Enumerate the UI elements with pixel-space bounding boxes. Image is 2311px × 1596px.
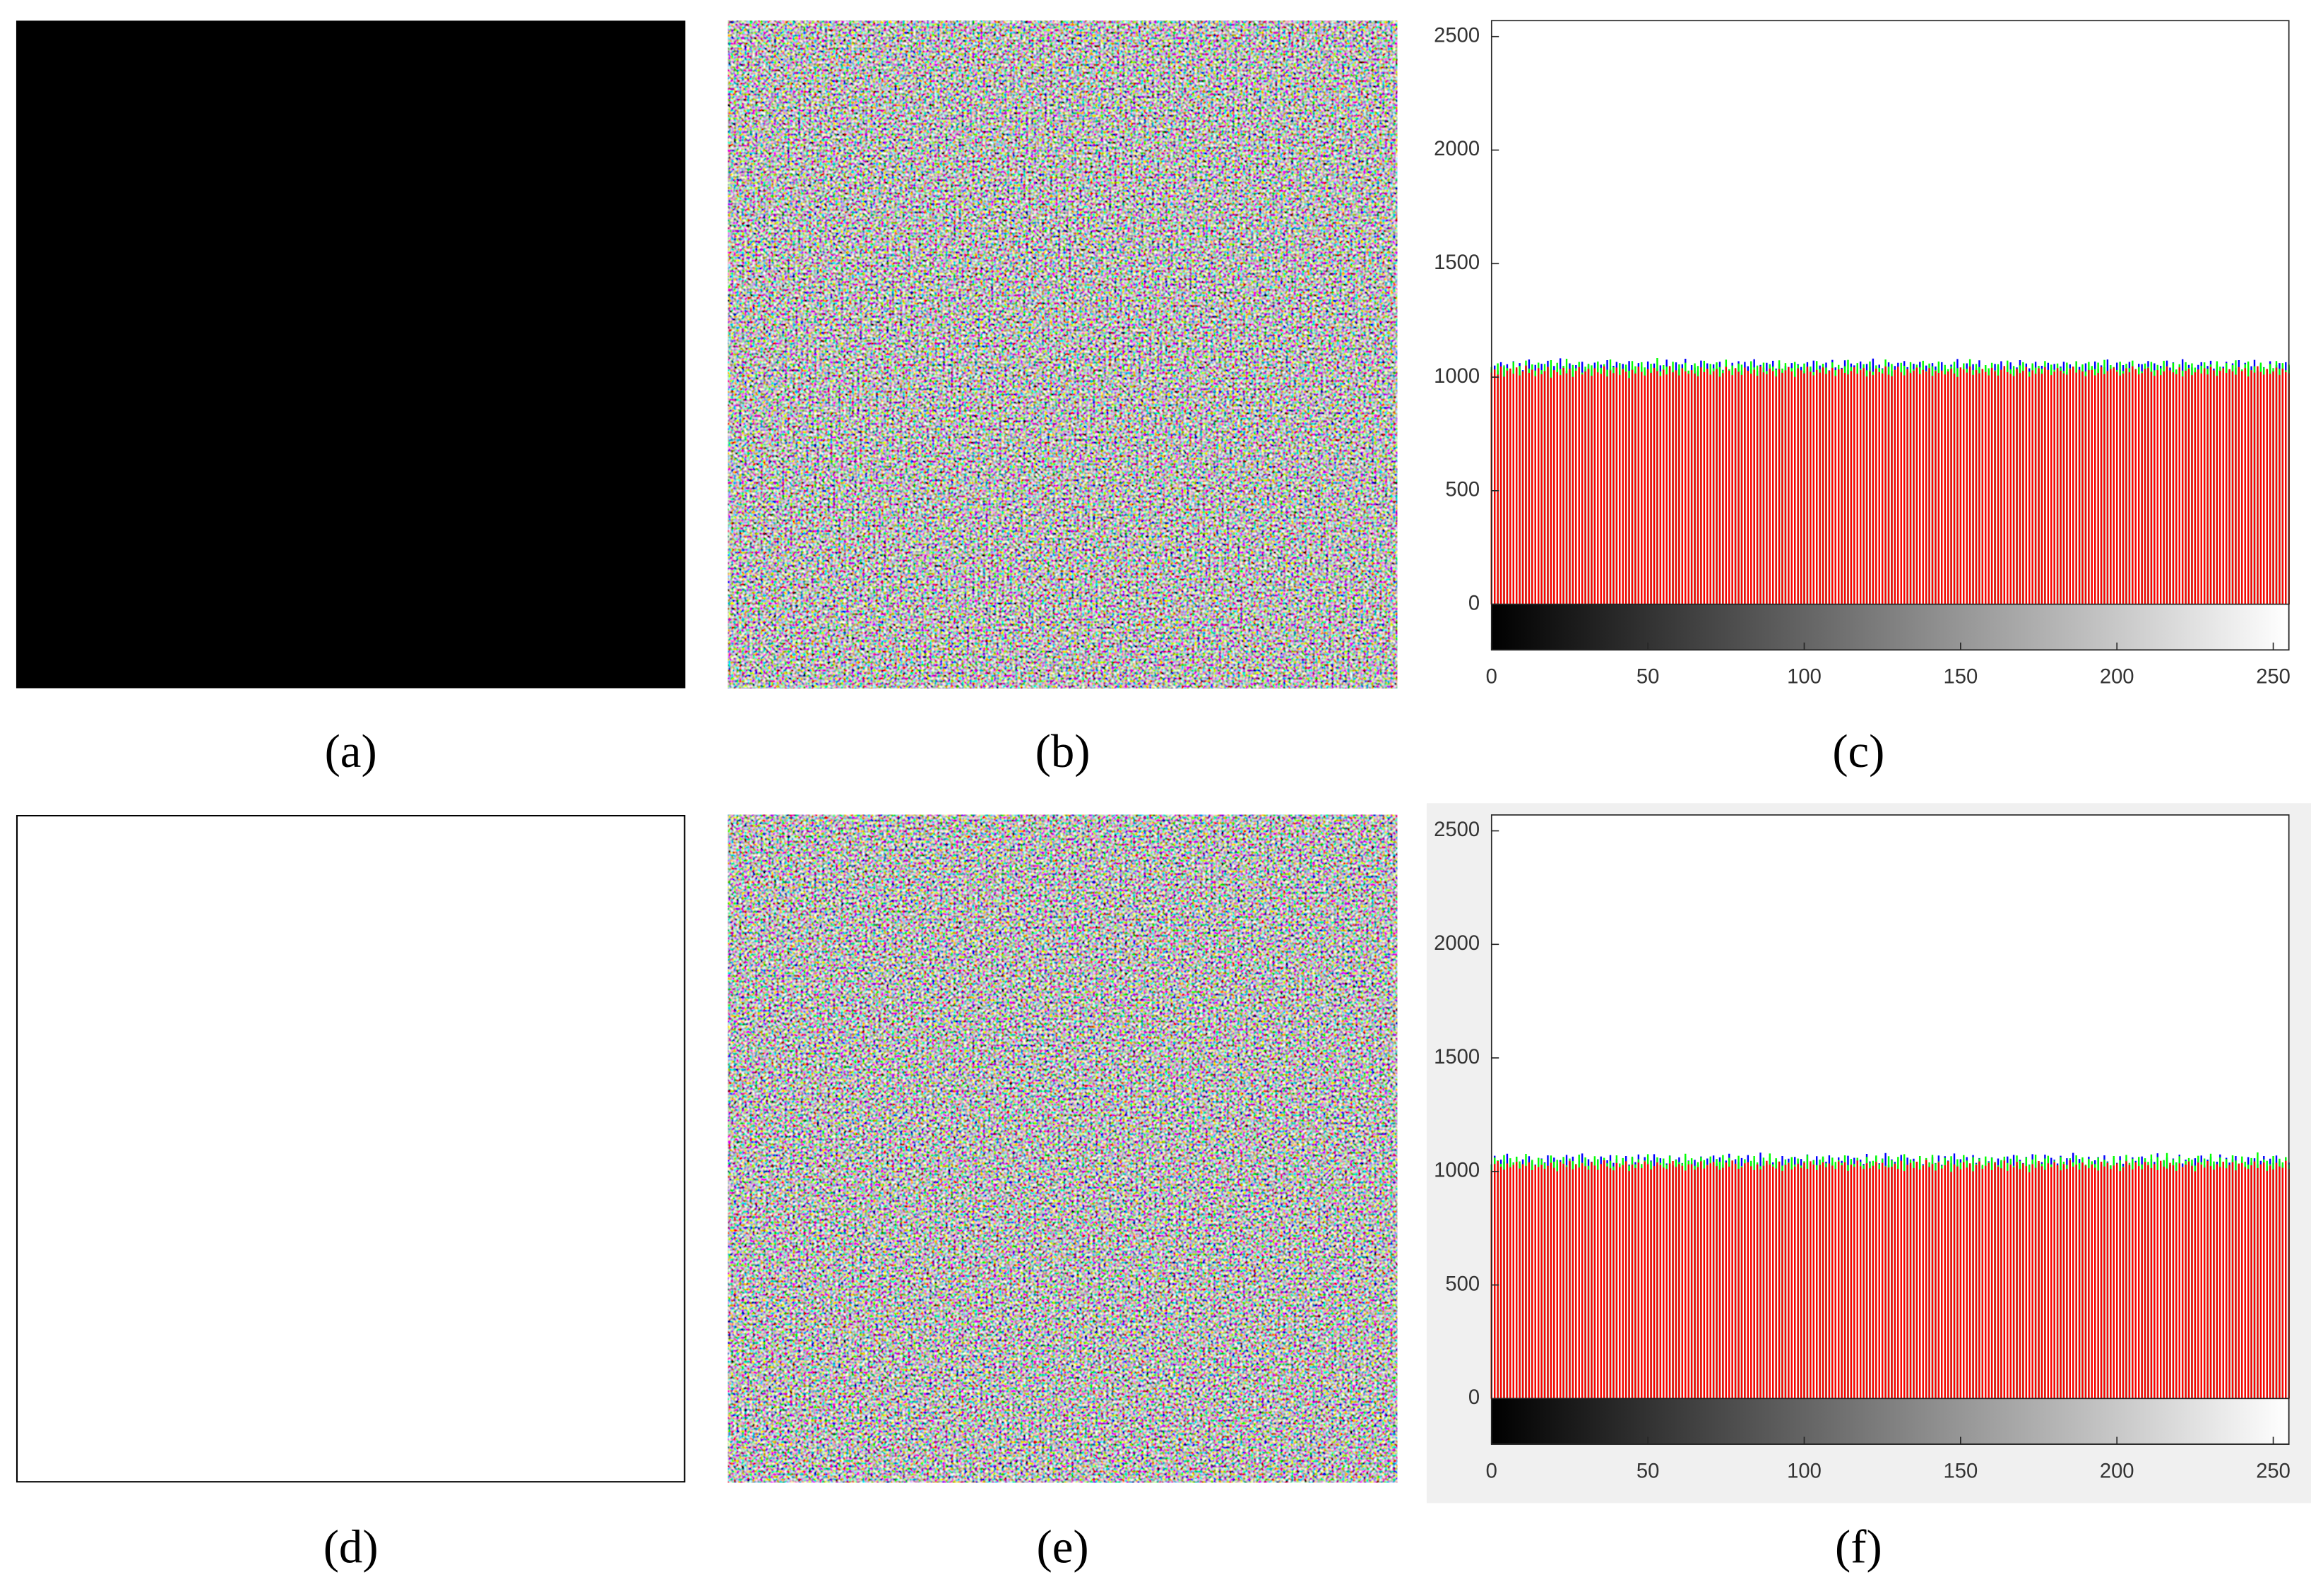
x-tick-label: 200 [2100,1460,2134,1482]
panel-label: (c) [1832,726,1884,778]
y-tick-label: 2500 [1434,818,1480,841]
plot-area [1491,814,2289,1445]
white-image [16,814,686,1483]
y-tick-label: 2000 [1434,932,1480,955]
x-tick-label: 100 [1787,666,1822,689]
x-tick-label: 150 [1943,666,1978,689]
x-tick-label: 50 [1636,1460,1659,1482]
panel-label: (d) [323,1522,379,1573]
y-tick-label: 1500 [1434,1046,1480,1068]
y-tick-label: 1500 [1434,251,1480,274]
panel-label: (e) [1036,1522,1088,1573]
axes-box [1490,814,2290,1445]
x-tick-label: 250 [2256,666,2291,689]
y-tick-label: 500 [1445,479,1480,501]
x-tick-label: 150 [1943,1460,1978,1482]
colorbar [1490,1398,2290,1445]
y-tick-label: 0 [1468,1386,1480,1409]
x-tick-label: 250 [2256,1460,2291,1482]
x-tick-label: 0 [1486,666,1497,689]
panel-label: (a) [325,726,377,778]
panel-labels: (a) (b) (c) (d) (e) (f) [323,726,1885,1573]
x-tick-label: 200 [2100,666,2134,689]
y-tick-label: 500 [1445,1273,1480,1295]
x-tick-label: 100 [1787,1460,1822,1482]
y-tick-label: 0 [1468,592,1480,614]
y-tick-label: 1000 [1434,365,1480,388]
panel-label: (f) [1835,1522,1882,1573]
histogram: 0 500 1000 1500 2000 2500 0 50 100 150 200 250 [1434,20,2291,689]
x-tick-label: 50 [1636,666,1659,689]
black-image [16,20,686,689]
series [1490,365,2290,605]
panel-label: (b) [1035,726,1091,778]
plot-area [1491,20,2289,650]
histogram: 0 500 1000 1500 2000 2500 0 50 100 150 200 250 [1434,814,2291,1482]
y-tick-label: 1000 [1434,1160,1480,1182]
encrypted-image [727,814,1398,1483]
x-tick-label: 0 [1486,1460,1497,1482]
series [1490,1160,2290,1399]
y-tick-label: 2500 [1434,24,1480,47]
axes-box [1490,20,2290,651]
y-tick-label: 2000 [1434,138,1480,160]
encrypted-image [727,20,1398,689]
colorbar [1490,603,2290,651]
